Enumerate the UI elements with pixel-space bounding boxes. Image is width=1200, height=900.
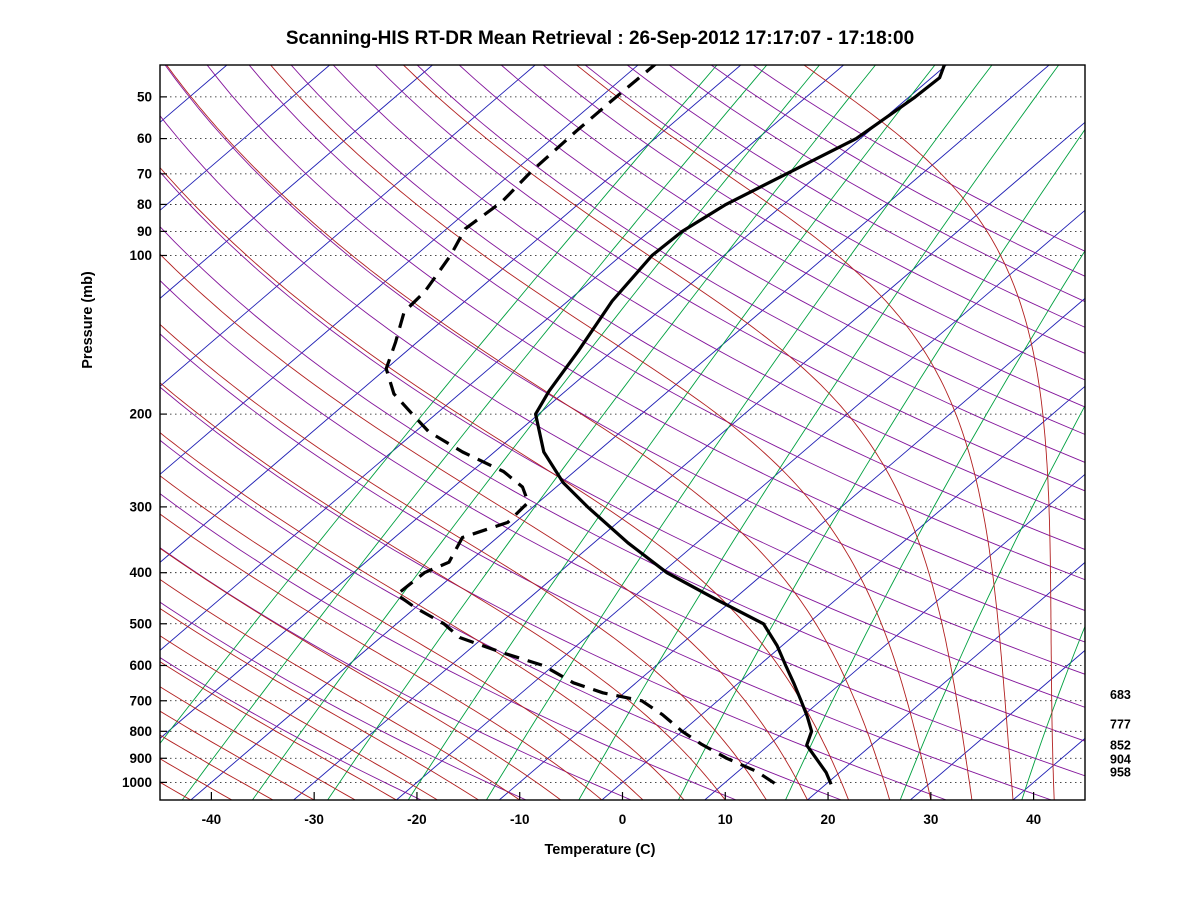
svg-text:200: 200: [129, 407, 152, 422]
isotherms: [160, 65, 1085, 800]
svg-text:500: 500: [129, 616, 152, 631]
svg-text:-10: -10: [510, 812, 530, 827]
profile-traces: [384, 65, 947, 786]
moist-adiabats: [160, 65, 1055, 800]
svg-text:50: 50: [137, 89, 152, 104]
x-tick-labels: -40 -30 -20 -10 0 10 20 30 40: [202, 792, 1041, 827]
svg-text:1000: 1000: [122, 775, 152, 790]
svg-text:10: 10: [718, 812, 733, 827]
svg-text:900: 900: [129, 751, 152, 766]
svg-text:700: 700: [129, 693, 152, 708]
x-axis-label: Temperature (C): [544, 842, 656, 858]
right-pressure-label: 852: [1110, 739, 1131, 753]
svg-text:-20: -20: [407, 812, 427, 827]
right-pressure-label: 904: [1110, 752, 1131, 766]
svg-text:100: 100: [129, 248, 152, 263]
dry-adiabats: [160, 65, 1085, 800]
svg-text:600: 600: [129, 658, 152, 673]
pressure-gridlines: [160, 96, 1085, 783]
svg-text:-30: -30: [304, 812, 324, 827]
svg-text:40: 40: [1026, 812, 1041, 827]
background-lines: [160, 65, 1085, 800]
svg-text:30: 30: [923, 812, 938, 827]
dewpoint-trace: [384, 65, 778, 786]
right-pressure-label: 777: [1110, 718, 1131, 732]
svg-text:-40: -40: [202, 812, 222, 827]
svg-text:80: 80: [137, 197, 152, 212]
svg-text:90: 90: [137, 224, 152, 239]
svg-text:0: 0: [619, 812, 627, 827]
svg-text:60: 60: [137, 131, 152, 146]
right-pressure-label: 958: [1110, 766, 1131, 780]
svg-text:800: 800: [129, 724, 152, 739]
chart-title: Scanning-HIS RT-DR Mean Retrieval : 26-S…: [285, 28, 915, 49]
svg-text:20: 20: [821, 812, 836, 827]
right-pressure-label: 683: [1110, 688, 1131, 702]
y-tick-labels: 50 60 70 80 90 100 200 300 400 500 600 700 800 900 100…: [122, 89, 167, 790]
svg-text:300: 300: [129, 499, 152, 514]
svg-text:70: 70: [137, 166, 152, 181]
temperature-trace: [534, 65, 947, 785]
svg-text:400: 400: [129, 565, 152, 580]
